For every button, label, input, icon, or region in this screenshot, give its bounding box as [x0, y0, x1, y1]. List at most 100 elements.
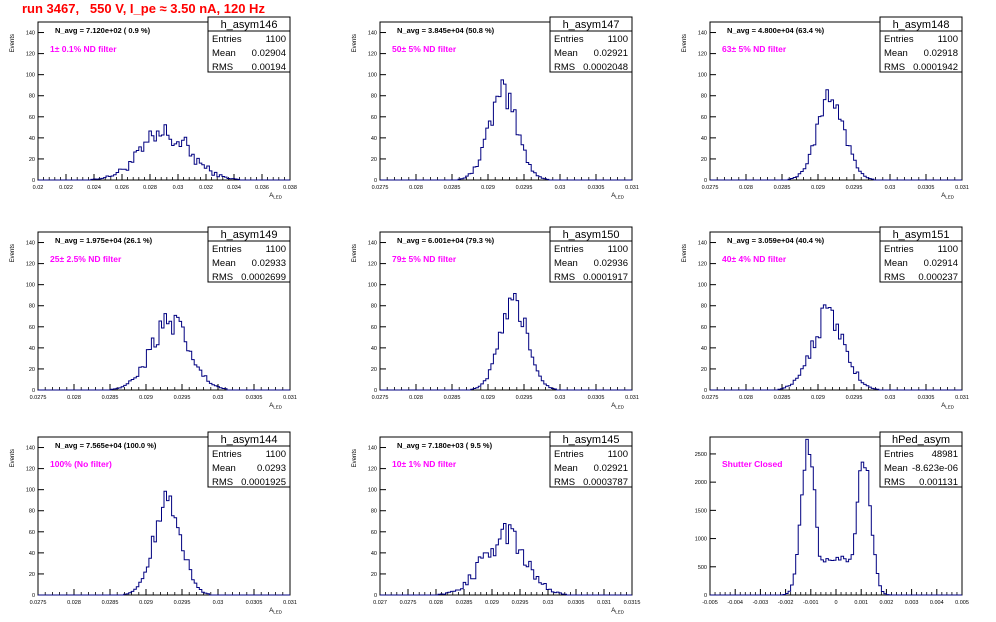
x-tick-label: 0.03	[213, 600, 224, 606]
stats-label-rms: RMS	[212, 62, 233, 73]
x-tick-label: 0.03	[543, 600, 554, 606]
x-tick-label: -0.003	[753, 600, 769, 606]
stats-value-mean: 0.02918	[924, 48, 958, 59]
y-tick-label: 20	[29, 157, 35, 163]
stats-label-mean: Mean	[212, 258, 236, 269]
y-tick-label: 60	[371, 530, 377, 536]
stats-label-mean: Mean	[554, 463, 578, 474]
x-axis-label: ALED	[611, 608, 625, 615]
y-tick-label: 60	[701, 325, 707, 331]
stats-value-mean: 0.02921	[594, 463, 628, 474]
y-axis-label: Events	[682, 34, 688, 52]
stats-label-rms: RMS	[554, 62, 575, 73]
histogram-panel-h_asym146: 0 20 40 60 80 100 120 140 0.02 0.022 0.024 0.026 0.0…	[10, 16, 297, 200]
stats-label-entries: Entries	[212, 244, 242, 255]
y-tick-label: 120	[368, 52, 377, 58]
x-axis-label: ALED	[269, 403, 283, 410]
x-tick-label: 0.0275	[30, 395, 47, 401]
x-tick-label: 0.029	[481, 185, 495, 191]
y-tick-label: 80	[29, 304, 35, 310]
x-tick-label: 0.028	[739, 185, 753, 191]
x-tick-label: 0.03	[885, 395, 896, 401]
y-tick-label: 120	[698, 262, 707, 268]
x-tick-label: 0.028	[67, 600, 81, 606]
filter-annotation: 50± 5% ND filter	[392, 44, 457, 54]
y-tick-label: 0	[32, 388, 35, 394]
n-avg-label: N_avg = 1.975e+04 (26.1 %)	[55, 236, 153, 245]
stats-value-rms: 0.0001942	[913, 62, 958, 73]
stats-value-rms: 0.00194	[252, 62, 286, 73]
x-tick-label: 0.029	[139, 600, 153, 606]
x-tick-label: -0.005	[702, 600, 718, 606]
histogram-panel-h_asym150: 0 20 40 60 80 100 120 140 0.0275 0.028 0.0285 0.029…	[352, 226, 639, 410]
x-tick-label: 0.0285	[102, 395, 119, 401]
stats-label-rms: RMS	[884, 272, 905, 283]
stats-label-mean: Mean	[554, 48, 578, 59]
stats-value-rms: 0.0002048	[583, 62, 628, 73]
x-tick-label: 0.031	[283, 600, 297, 606]
x-tick-label: 0.0285	[774, 185, 791, 191]
x-tick-label: 0.0295	[516, 185, 533, 191]
y-tick-label: 2500	[695, 452, 707, 458]
y-tick-label: 120	[26, 467, 35, 473]
x-tick-label: 0.0275	[400, 600, 417, 606]
x-axis-label: ALED	[941, 403, 955, 410]
y-axis-label: Events	[682, 244, 688, 262]
histogram-line	[38, 124, 290, 181]
stats-label-rms: RMS	[554, 477, 575, 488]
stats-title: h_asym151	[893, 229, 950, 241]
histogram-line	[710, 89, 962, 181]
x-tick-label: 0.029	[485, 600, 499, 606]
x-tick-label: 0.0285	[444, 185, 461, 191]
x-tick-label: 0.026	[115, 185, 129, 191]
stats-title: hPed_asym	[892, 434, 950, 446]
stats-box	[879, 16, 963, 73]
y-tick-label: 120	[698, 52, 707, 58]
y-tick-label: 60	[701, 115, 707, 121]
y-tick-label: 1000	[695, 537, 707, 543]
stats-box	[207, 16, 291, 73]
x-tick-label: 0.0295	[516, 395, 533, 401]
x-tick-label: 0.0285	[444, 395, 461, 401]
x-tick-label: 0.031	[597, 600, 611, 606]
x-tick-label: 0.022	[59, 185, 73, 191]
stats-label-entries: Entries	[212, 34, 242, 45]
x-axis-label: ALED	[269, 608, 283, 615]
stats-title: h_asym150	[563, 229, 620, 241]
n-avg-label: N_avg = 4.800e+04 (63.4 %)	[727, 26, 825, 35]
x-tick-label: 0.031	[955, 185, 969, 191]
y-tick-label: 140	[26, 241, 35, 247]
stats-value-entries: 48981	[932, 449, 958, 460]
y-tick-label: 0	[374, 178, 377, 184]
histogram-panel-h_asym145: 0 20 40 60 80 100 120 140 0.027 0.0275 0.028 0.0285…	[352, 431, 640, 615]
y-tick-label: 0	[704, 388, 707, 394]
stats-title: h_asym146	[221, 19, 278, 31]
n-avg-label: N_avg = 7.120e+02 ( 0.9 %)	[55, 26, 151, 35]
y-tick-label: 120	[368, 467, 377, 473]
x-tick-label: 0.032	[199, 185, 213, 191]
stats-box	[207, 226, 291, 283]
x-tick-label: 0.0305	[588, 185, 605, 191]
stats-value-mean: 0.0293	[257, 463, 286, 474]
stats-label-mean: Mean	[212, 463, 236, 474]
x-tick-label: 0.0305	[568, 600, 585, 606]
y-tick-label: 80	[29, 94, 35, 100]
y-tick-label: 140	[368, 241, 377, 247]
x-tick-label: 0.0295	[174, 395, 191, 401]
y-tick-label: 140	[26, 446, 35, 452]
y-tick-label: 60	[371, 325, 377, 331]
x-tick-label: 0.001	[854, 600, 868, 606]
x-tick-label: 0.028	[409, 185, 423, 191]
x-tick-label: 0.0305	[918, 185, 935, 191]
y-tick-label: 0	[704, 178, 707, 184]
stats-label-rms: RMS	[212, 477, 233, 488]
stats-title: h_asym145	[563, 434, 620, 446]
y-tick-label: 140	[698, 241, 707, 247]
x-axis-label: ALED	[611, 403, 625, 410]
stats-value-entries: 1100	[608, 244, 628, 255]
filter-annotation: 1± 0.1% ND filter	[50, 44, 117, 54]
filter-annotation: 79± 5% ND filter	[392, 254, 457, 264]
x-tick-label: 0.0295	[174, 600, 191, 606]
stats-value-rms: 0.001131	[919, 477, 958, 488]
